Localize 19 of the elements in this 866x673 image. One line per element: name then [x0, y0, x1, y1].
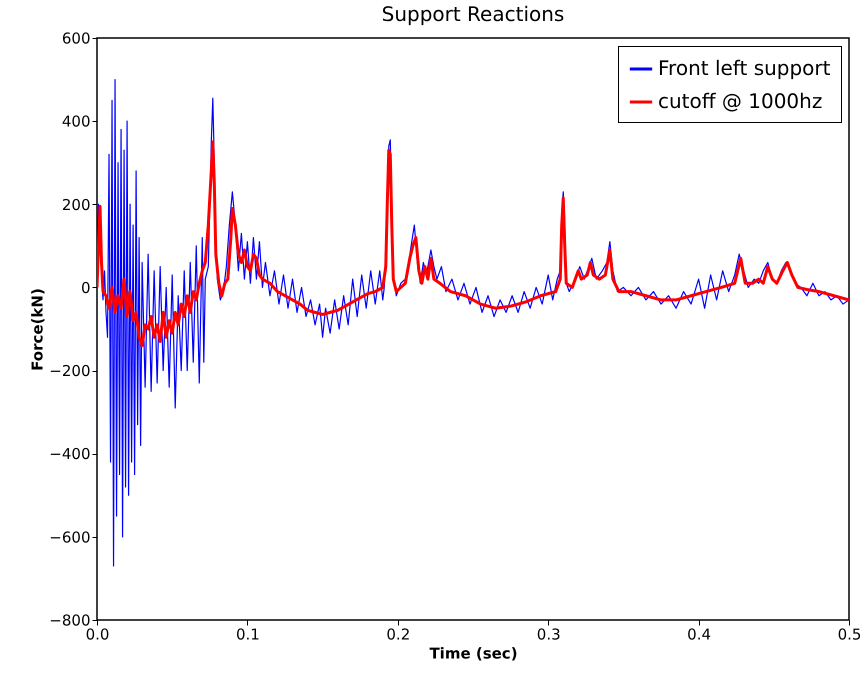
x-tick-label: 0.1 — [236, 626, 260, 644]
y-tick-label: −200 — [49, 362, 90, 380]
chart-title: Support Reactions — [382, 2, 564, 26]
x-tick-label: 0.3 — [536, 626, 561, 644]
legend-label: Front left support — [658, 56, 831, 80]
legend-label: cutoff @ 1000hz — [658, 89, 822, 113]
line-series — [97, 78, 849, 567]
y-tick-label: 600 — [62, 30, 90, 48]
x-tick-label: 0.2 — [386, 626, 410, 644]
y-tick-label: 0 — [80, 278, 90, 297]
y-tick-label: 400 — [62, 112, 90, 131]
y-axis-title: Force(kN) — [28, 288, 46, 371]
y-tick-label: 200 — [62, 196, 90, 214]
y-tick-label: −400 — [49, 445, 90, 464]
x-axis-title: Time (sec) — [429, 644, 518, 662]
x-tick-label: 0.5 — [838, 626, 862, 644]
y-tick-label: −600 — [49, 528, 90, 546]
line-series — [97, 140, 849, 348]
x-tick-label: 0.4 — [687, 626, 712, 644]
